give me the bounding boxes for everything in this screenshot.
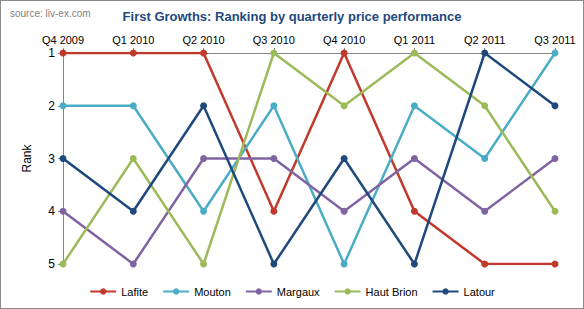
svg-text:5: 5 bbox=[48, 257, 55, 271]
svg-text:Q2 2010: Q2 2010 bbox=[182, 34, 224, 46]
svg-text:Q1 2010: Q1 2010 bbox=[112, 34, 154, 46]
svg-text:2: 2 bbox=[48, 99, 55, 113]
svg-text:1: 1 bbox=[48, 46, 55, 60]
svg-text:source: liv-ex.com: source: liv-ex.com bbox=[10, 8, 91, 19]
svg-text:Haut Brion: Haut Brion bbox=[366, 286, 418, 298]
svg-text:3: 3 bbox=[48, 152, 55, 166]
svg-text:Q1 2011: Q1 2011 bbox=[394, 34, 435, 46]
svg-text:Rank: Rank bbox=[20, 143, 34, 172]
svg-text:Latour: Latour bbox=[464, 286, 496, 298]
svg-text:Q2 2011: Q2 2011 bbox=[464, 34, 505, 46]
svg-text:Q3 2011: Q3 2011 bbox=[534, 34, 575, 46]
svg-text:Q4 2009: Q4 2009 bbox=[42, 34, 84, 46]
svg-text:4: 4 bbox=[48, 204, 55, 218]
svg-text:Q3 2010: Q3 2010 bbox=[253, 34, 295, 46]
svg-text:Q4 2010: Q4 2010 bbox=[323, 34, 365, 46]
svg-text:First Growths: Ranking by quar: First Growths: Ranking by quarterly pric… bbox=[123, 9, 462, 24]
svg-text:Lafite: Lafite bbox=[121, 286, 148, 298]
svg-text:Mouton: Mouton bbox=[194, 286, 231, 298]
svg-text:Margaux: Margaux bbox=[277, 286, 320, 298]
